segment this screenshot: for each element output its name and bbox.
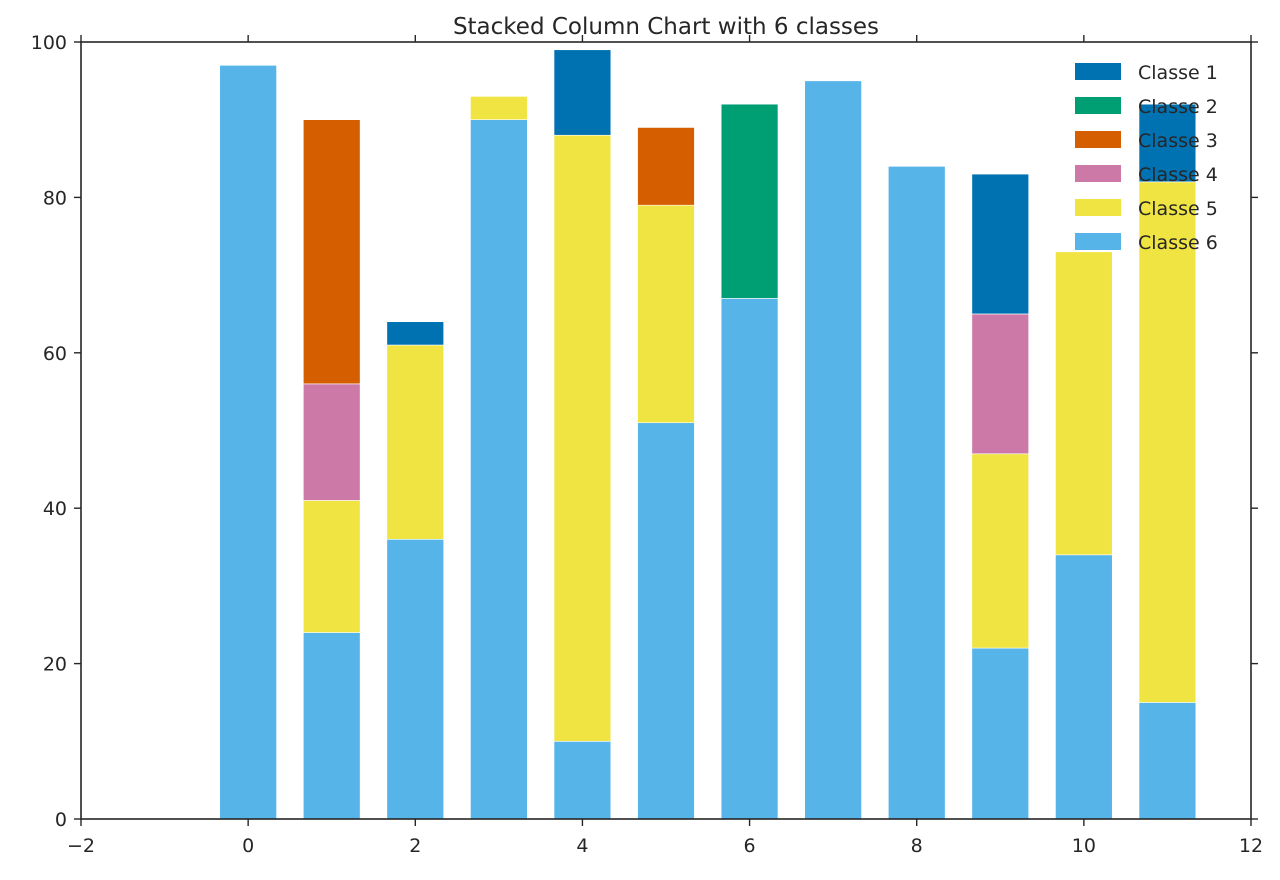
legend-label: Classe 5 <box>1138 198 1218 220</box>
x-tick-label: 0 <box>242 835 254 857</box>
bar-segment-classe-5-x5 <box>637 204 695 424</box>
bar-segment-classe-6-x11 <box>1138 702 1197 820</box>
legend-swatch <box>1075 165 1121 182</box>
bar-segment-classe-4-x9 <box>971 313 1029 455</box>
chart-title: Stacked Column Chart with 6 classes <box>453 14 879 40</box>
bar-segment-classe-5-x2 <box>386 344 445 540</box>
y-tick-label: 60 <box>43 343 67 365</box>
y-tick-label: 0 <box>55 809 67 831</box>
legend-swatch <box>1075 199 1121 216</box>
legend-swatch <box>1075 131 1121 148</box>
legend-swatch <box>1075 63 1121 80</box>
legend-swatch <box>1075 97 1121 114</box>
bars-group <box>219 49 1197 820</box>
x-tick-label: 8 <box>911 835 923 857</box>
bar-segment-classe-6-x3 <box>470 119 528 820</box>
bar-segment-classe-5-x11 <box>1138 181 1197 703</box>
x-tick-label: 12 <box>1239 835 1263 857</box>
bar-segment-classe-6-x8 <box>887 166 946 820</box>
y-tick-label: 80 <box>43 187 67 209</box>
bar-segment-classe-5-x9 <box>971 453 1029 649</box>
bar-segment-classe-3-x1 <box>302 119 361 385</box>
legend-label: Classe 1 <box>1138 62 1218 84</box>
bar-segment-classe-1-x4 <box>553 49 612 136</box>
bar-segment-classe-5-x10 <box>1055 251 1113 556</box>
bar-segment-classe-6-x7 <box>804 80 862 820</box>
y-tick-label: 40 <box>43 498 67 520</box>
legend-label: Classe 6 <box>1138 232 1218 254</box>
legend-label: Classe 4 <box>1138 164 1218 186</box>
bar-segment-classe-2-x6 <box>720 103 779 299</box>
bar-segment-classe-5-x3 <box>470 96 528 120</box>
bar-segment-classe-5-x4 <box>553 134 612 742</box>
plot-frame <box>80 41 1252 820</box>
x-tick-label: −2 <box>67 835 95 857</box>
bar-segment-classe-5-x1 <box>302 500 361 633</box>
y-tick-label: 100 <box>31 32 67 54</box>
bar-segment-classe-6-x1 <box>302 632 361 820</box>
legend: Classe 1 Classe 2 Classe 3 Classe 4 Classe 5… <box>1075 62 1218 254</box>
legend-label: Classe 2 <box>1138 96 1218 118</box>
bar-segment-classe-1-x9 <box>971 173 1029 315</box>
x-tick-label: 4 <box>576 835 588 857</box>
bar-segment-classe-6-x6 <box>720 298 779 820</box>
legend-label: Classe 3 <box>1138 130 1218 152</box>
bar-segment-classe-6-x10 <box>1055 554 1113 820</box>
bar-segment-classe-4-x1 <box>302 383 361 501</box>
bar-segment-classe-6-x2 <box>386 538 445 820</box>
bar-segment-classe-1-x11 <box>1138 103 1197 183</box>
bar-segment-classe-1-x2 <box>386 321 445 346</box>
bar-segment-classe-6-x4 <box>553 740 612 820</box>
x-tick-label: 2 <box>409 835 421 857</box>
y-tick-label: 20 <box>43 654 67 676</box>
x-tick-label: 10 <box>1072 835 1096 857</box>
bar-segment-classe-6-x5 <box>637 422 695 820</box>
bar-segment-classe-3-x5 <box>637 127 695 206</box>
bar-segment-classe-6-x0 <box>219 65 277 820</box>
x-tick-label: 6 <box>744 835 756 857</box>
bar-segment-classe-6-x9 <box>971 647 1029 820</box>
legend-swatch <box>1075 233 1121 250</box>
